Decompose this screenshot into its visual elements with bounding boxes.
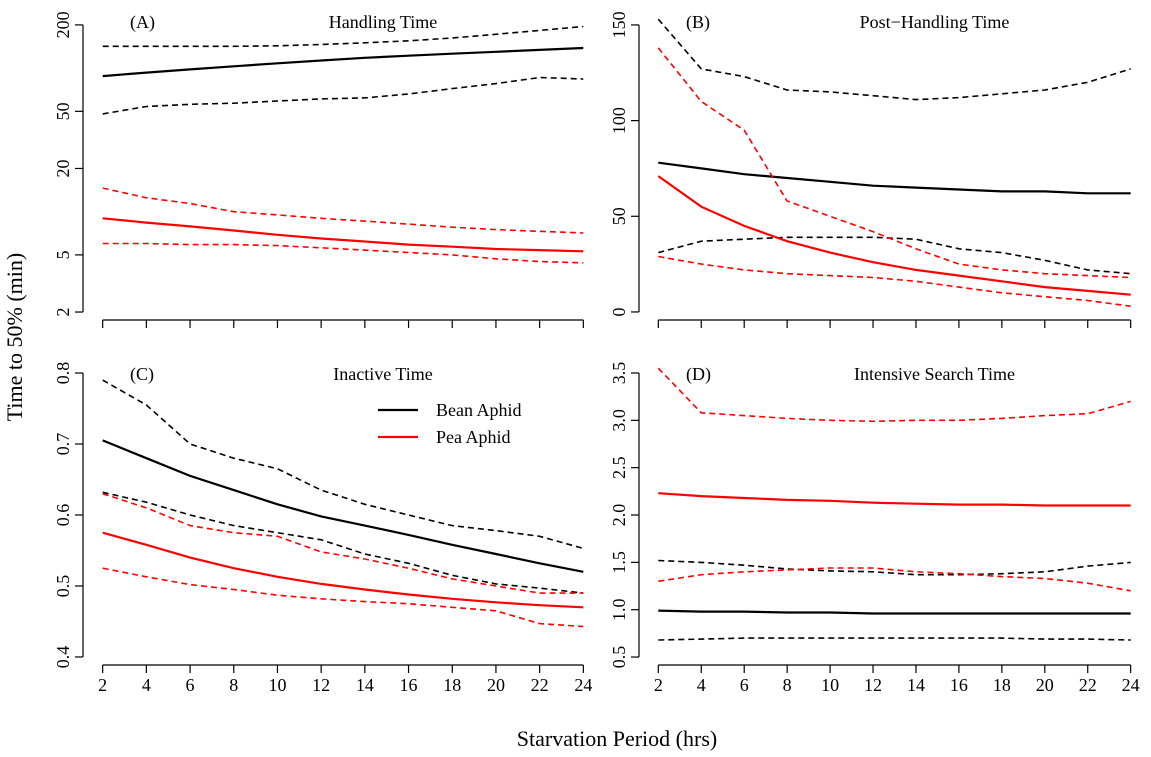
x-tick-label: 16 — [950, 675, 968, 695]
x-tick-label: 8 — [783, 675, 792, 695]
legend-label: Pea Aphid — [436, 427, 511, 447]
y-tick-label: 150 — [609, 11, 629, 38]
x-tick-label: 18 — [993, 675, 1011, 695]
fit-line — [658, 492, 1131, 507]
interval-line — [658, 637, 1131, 641]
fit-line — [658, 609, 1131, 615]
y-tick-label: 3.5 — [609, 362, 629, 385]
y-tick-label: 200 — [53, 11, 73, 38]
y-axis-label: Time to 50% (min) — [2, 253, 27, 421]
panel-label: (D) — [686, 364, 711, 385]
x-tick-label: 8 — [229, 675, 238, 695]
interval-line — [658, 559, 1131, 576]
x-axis-label: Starvation Period (hrs) — [517, 726, 717, 751]
x-tick-label: 2 — [98, 675, 107, 695]
panel-title: Intensive Search Time — [854, 364, 1015, 384]
fit-line — [102, 439, 584, 573]
y-tick-label: 0 — [609, 307, 629, 316]
y-tick-label: 3.0 — [609, 409, 629, 432]
y-tick-label: 1.0 — [609, 598, 629, 621]
interval-line — [102, 242, 584, 264]
y-tick-label: 0.4 — [53, 646, 73, 669]
panel-title: Handling Time — [329, 12, 438, 32]
y-tick-label: 0.5 — [609, 646, 629, 669]
interval-line — [102, 187, 584, 234]
x-tick-label: 14 — [356, 675, 374, 695]
x-tick-label: 24 — [574, 675, 592, 695]
y-tick-label: 0.5 — [53, 575, 73, 598]
fit-line — [102, 46, 584, 78]
interval-line — [102, 492, 584, 594]
y-tick-label: 1.5 — [609, 551, 629, 574]
x-tick-label: 16 — [400, 675, 418, 695]
y-tick-label: 0.7 — [53, 433, 73, 456]
y-tick-label: 5 — [53, 250, 73, 259]
interval-line — [102, 379, 584, 550]
interval-line — [102, 76, 584, 115]
x-tick-label: 6 — [186, 675, 195, 695]
interval-line — [657, 18, 1131, 101]
x-tick-label: 6 — [740, 675, 749, 695]
y-tick-label: 50 — [53, 102, 73, 120]
x-tick-label: 20 — [1036, 675, 1054, 695]
fit-line — [102, 531, 584, 609]
interval-line — [658, 236, 1131, 275]
panel-label: (C) — [130, 364, 154, 385]
panel-title: Inactive Time — [333, 364, 433, 384]
interval-line — [658, 567, 1131, 592]
legend-label: Bean Aphid — [436, 400, 522, 420]
x-tick-label: 4 — [697, 675, 706, 695]
x-tick-label: 20 — [487, 675, 505, 695]
y-tick-label: 20 — [53, 159, 73, 177]
y-tick-label: 2 — [53, 308, 73, 317]
panel-label: (B) — [686, 12, 710, 33]
fit-line — [657, 175, 1131, 296]
y-tick-label: 0.8 — [53, 362, 73, 385]
x-tick-label: 12 — [864, 675, 882, 695]
y-tick-label: 50 — [609, 207, 629, 225]
y-tick-label: 0.6 — [53, 504, 73, 527]
panel-label: (A) — [130, 12, 155, 33]
x-tick-label: 22 — [531, 675, 549, 695]
x-tick-label: 4 — [142, 675, 151, 695]
x-tick-label: 22 — [1079, 675, 1097, 695]
x-tick-label: 2 — [654, 675, 663, 695]
interval-line — [657, 47, 1131, 279]
x-tick-label: 18 — [443, 675, 461, 695]
x-tick-label: 24 — [1122, 675, 1140, 695]
interval-line — [102, 567, 584, 628]
x-tick-label: 10 — [268, 675, 286, 695]
interval-line — [102, 491, 584, 594]
x-tick-label: 10 — [821, 675, 839, 695]
fit-line — [658, 161, 1131, 195]
interval-line — [102, 25, 584, 48]
y-tick-label: 2.0 — [609, 504, 629, 527]
y-tick-label: 100 — [609, 107, 629, 134]
interval-line — [657, 367, 1131, 423]
fit-line — [102, 217, 584, 253]
x-tick-label: 12 — [312, 675, 330, 695]
y-tick-label: 2.5 — [609, 456, 629, 479]
x-tick-label: 14 — [907, 675, 925, 695]
panel-title: Post−Handling Time — [860, 12, 1010, 32]
